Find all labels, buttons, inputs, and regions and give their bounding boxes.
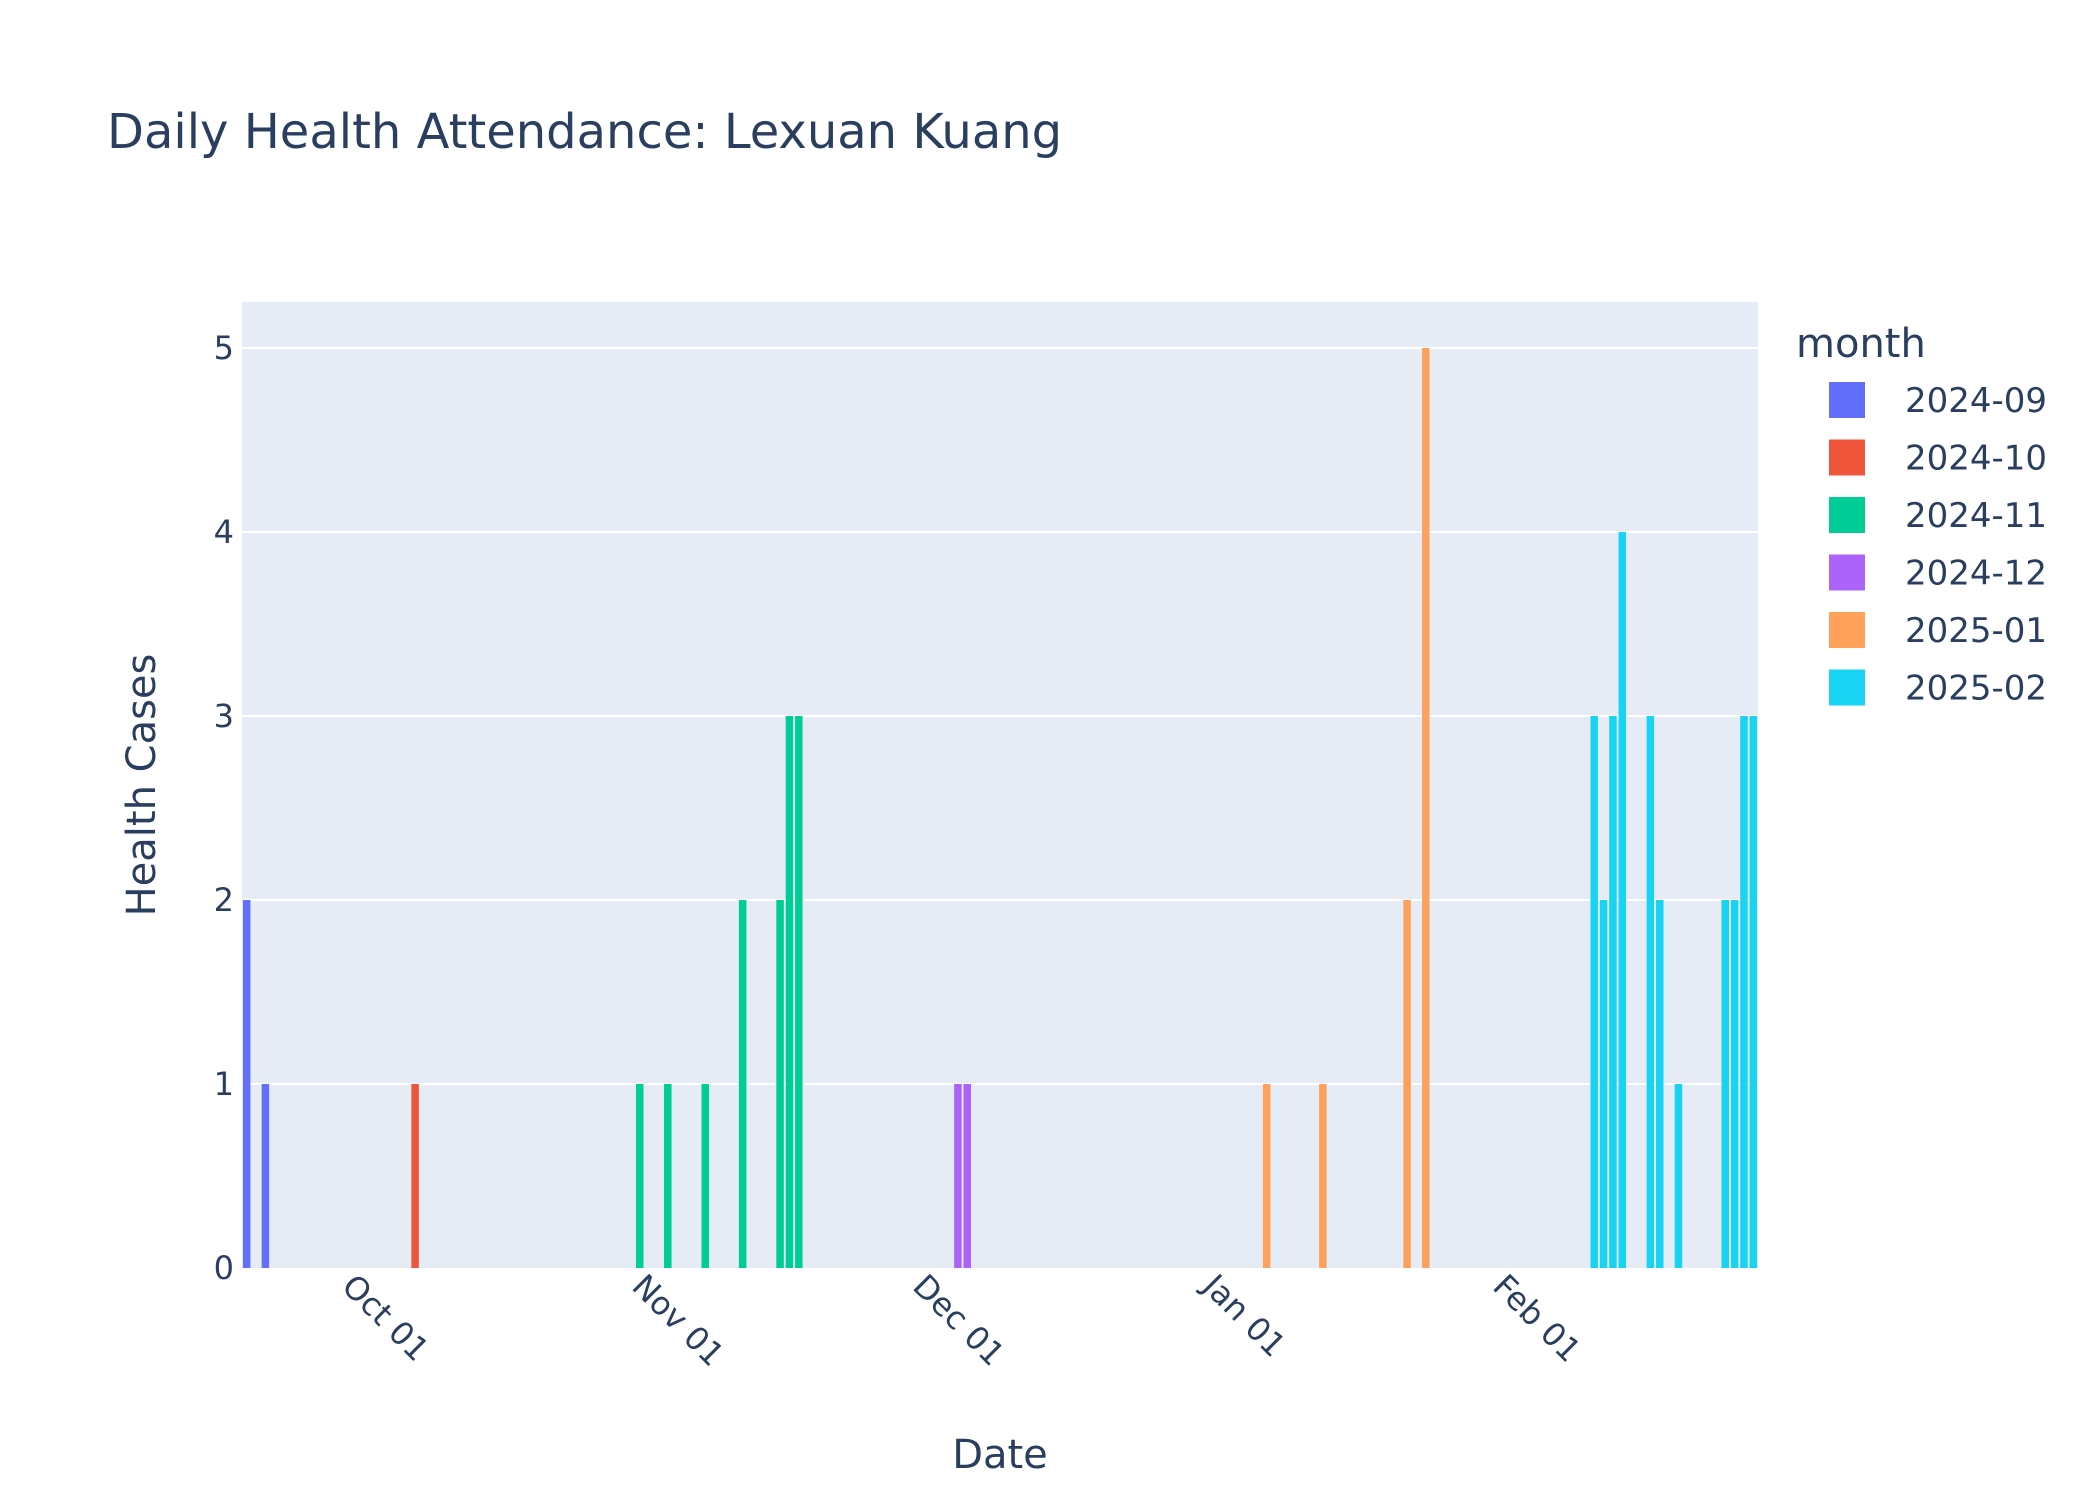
plot-area <box>242 302 1758 1268</box>
legend: month 2024-09 2024-10 2024-11 2024-12 2025-0… <box>1796 321 2047 709</box>
bar <box>635 1084 644 1268</box>
bar <box>795 716 803 1268</box>
bar <box>701 1084 709 1268</box>
bar <box>1730 900 1739 1268</box>
legend-label: 2024-09 <box>1905 381 2047 421</box>
legend-label: 2025-01 <box>1905 611 2047 651</box>
bar <box>1599 900 1608 1268</box>
bar <box>242 900 251 1268</box>
legend-label: 2024-11 <box>1905 496 2047 536</box>
x-tick-label: Dec 01 <box>905 1267 1012 1374</box>
bar <box>738 900 747 1268</box>
y-axis-ticks: 0 1 2 3 4 5 <box>214 329 234 1287</box>
legend-swatch <box>1829 554 1865 591</box>
bar <box>1422 348 1430 1268</box>
y-tick-label: 3 <box>214 697 234 735</box>
legend-swatch <box>1829 497 1865 533</box>
bar <box>785 716 794 1268</box>
bar <box>664 1084 672 1268</box>
y-axis-title: Health Cases <box>119 654 165 917</box>
bar <box>1609 716 1617 1268</box>
legend-swatch <box>1829 669 1865 706</box>
y-tick-label: 0 <box>214 1249 234 1287</box>
bar <box>1655 900 1664 1268</box>
bar <box>261 1084 270 1268</box>
x-tick-label: Feb 01 <box>1486 1267 1589 1370</box>
bar <box>1721 900 1729 1268</box>
bar <box>1674 1084 1683 1268</box>
bar <box>1403 900 1411 1268</box>
chart-title: Daily Health Attendance: Lexuan Kuang <box>107 104 1062 160</box>
y-tick-label: 4 <box>214 513 234 551</box>
legend-swatch <box>1829 439 1865 476</box>
gridlines <box>242 347 1758 1085</box>
bar <box>776 900 784 1268</box>
bar <box>1590 716 1598 1268</box>
bar <box>963 1084 971 1268</box>
legend-label: 2024-12 <box>1905 554 2047 594</box>
y-tick-label: 1 <box>214 1065 234 1103</box>
x-tick-label: Jan 01 <box>1194 1265 1293 1364</box>
legend-label: 2025-02 <box>1905 669 2047 709</box>
legend-swatch <box>1829 382 1865 418</box>
bar <box>954 1084 962 1268</box>
bar <box>411 1084 419 1268</box>
legend-label: 2024-10 <box>1905 439 2047 479</box>
y-tick-label: 5 <box>214 329 234 367</box>
legend-swatch <box>1829 612 1865 648</box>
y-tick-label: 2 <box>214 881 234 919</box>
bar <box>1262 1084 1271 1268</box>
x-tick-label: Oct 01 <box>335 1267 437 1369</box>
bar <box>1646 716 1655 1268</box>
x-tick-label: Nov 01 <box>625 1267 732 1374</box>
legend-title: month <box>1796 321 1926 367</box>
bar <box>1749 716 1758 1268</box>
bars <box>242 348 1758 1268</box>
x-axis-ticks: Oct 01 Nov 01 Dec 01 Jan 01 Feb 01 <box>335 1265 1589 1373</box>
x-axis-title: Date <box>952 1432 1048 1478</box>
bar <box>1618 532 1627 1268</box>
bar <box>1319 1084 1327 1268</box>
bar <box>1740 716 1748 1268</box>
